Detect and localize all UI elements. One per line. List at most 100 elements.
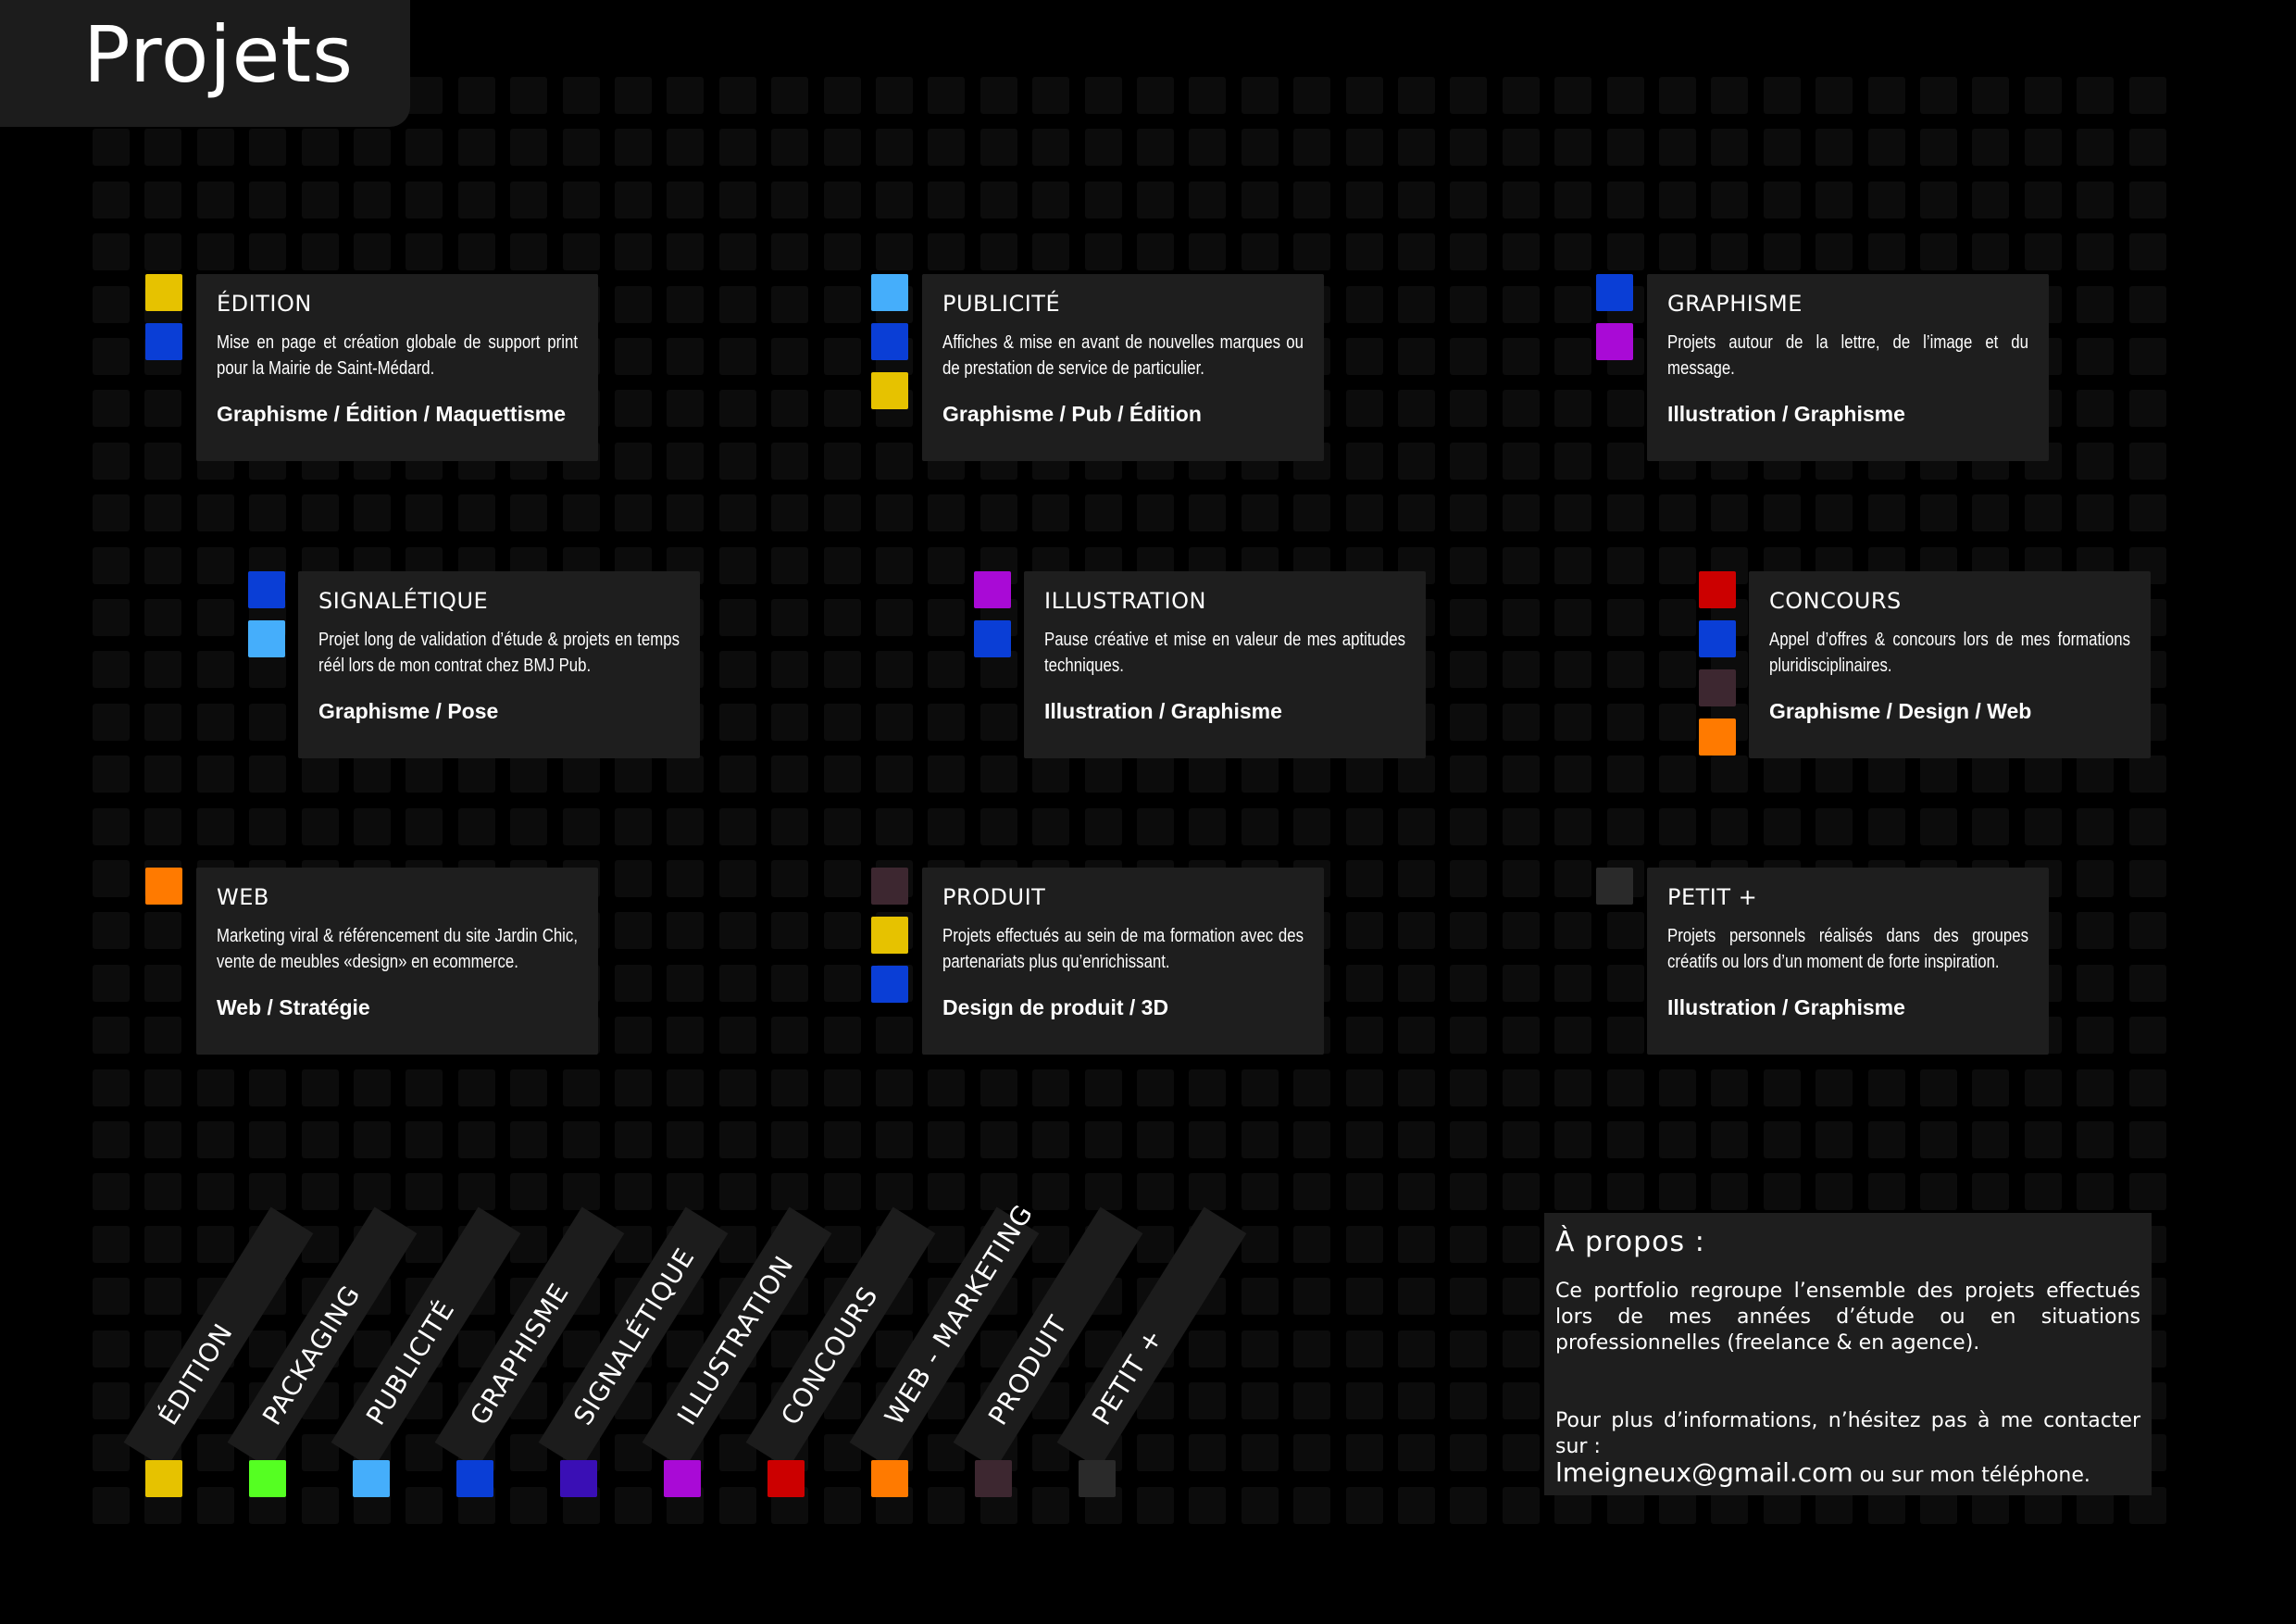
grid-cell bbox=[1450, 1278, 1488, 1316]
grid-cell bbox=[615, 285, 652, 323]
grid-cell bbox=[771, 181, 809, 219]
grid-cell bbox=[1606, 1017, 1644, 1055]
grid-cell bbox=[1398, 233, 1435, 271]
category-swatch bbox=[1596, 323, 1633, 360]
grid-cell bbox=[1241, 129, 1279, 167]
grid-cell bbox=[144, 1068, 182, 1106]
grid-cell bbox=[1920, 807, 1957, 845]
grid-cell bbox=[457, 756, 495, 793]
grid-cell bbox=[1345, 1486, 1383, 1524]
project-card-publicite[interactable]: PUBLICITÉ Affiches & mise en avant de nou… bbox=[922, 274, 1324, 461]
project-card-illustration[interactable]: ILLUSTRATION Pause créative et mise en va… bbox=[1024, 571, 1426, 758]
grid-cell bbox=[2128, 181, 2166, 219]
grid-cell bbox=[249, 181, 287, 219]
category-swatch bbox=[1699, 669, 1736, 706]
grid-cell bbox=[1293, 756, 1331, 793]
grid-cell bbox=[301, 1486, 339, 1524]
grid-cell bbox=[2077, 390, 2115, 428]
grid-cell bbox=[1554, 1121, 1592, 1158]
grid-cell bbox=[1502, 181, 1540, 219]
grid-cell bbox=[196, 546, 234, 584]
grid-cell bbox=[928, 651, 966, 689]
category-swatch bbox=[871, 868, 908, 905]
grid-cell bbox=[1293, 1486, 1331, 1524]
grid-cell bbox=[1606, 1068, 1644, 1106]
grid-cell bbox=[667, 442, 705, 480]
grid-cell bbox=[1920, 1121, 1957, 1158]
project-card-title: ÉDITION bbox=[217, 291, 312, 317]
project-card-concours[interactable]: CONCOURS Appel d’offres & concours lors d… bbox=[1749, 571, 2151, 758]
grid-cell bbox=[144, 129, 182, 167]
grid-cell bbox=[1241, 1225, 1279, 1263]
project-card-produit[interactable]: PRODUIT Projets effectués au sein de ma f… bbox=[922, 868, 1324, 1055]
grid-cell bbox=[718, 77, 756, 114]
grid-cell bbox=[771, 964, 809, 1002]
grid-cell bbox=[196, 129, 234, 167]
grid-cell bbox=[562, 1121, 600, 1158]
project-card-signaletique[interactable]: SIGNALÉTIQUE Projet long de validation d’… bbox=[298, 571, 700, 758]
grid-cell bbox=[1293, 181, 1331, 219]
grid-cell bbox=[667, 860, 705, 897]
grid-cell bbox=[301, 1173, 339, 1211]
grid-cell bbox=[457, 494, 495, 532]
category-swatch bbox=[1699, 718, 1736, 756]
grid-cell bbox=[93, 1173, 130, 1211]
grid-cell bbox=[1502, 1121, 1540, 1158]
category-swatch bbox=[248, 620, 285, 657]
grid-cell bbox=[823, 181, 861, 219]
grid-cell bbox=[771, 599, 809, 636]
grid-cell bbox=[1972, 494, 2010, 532]
grid-cell bbox=[718, 129, 756, 167]
grid-cell bbox=[1450, 1486, 1488, 1524]
grid-cell bbox=[1032, 77, 1070, 114]
grid-cell bbox=[1084, 807, 1122, 845]
grid-cell bbox=[1032, 1225, 1070, 1263]
grid-cell bbox=[771, 233, 809, 271]
grid-cell bbox=[2077, 181, 2115, 219]
grid-cell bbox=[562, 1068, 600, 1106]
grid-cell bbox=[2024, 756, 2062, 793]
grid-cell bbox=[1606, 233, 1644, 271]
contact-email-link[interactable]: lmeigneux@gmail.com bbox=[1555, 1457, 1853, 1488]
grid-cell bbox=[1450, 390, 1488, 428]
grid-cell bbox=[928, 494, 966, 532]
grid-cell bbox=[823, 285, 861, 323]
grid-cell bbox=[667, 1121, 705, 1158]
grid-cell bbox=[1241, 1121, 1279, 1158]
grid-cell bbox=[718, 807, 756, 845]
grid-cell bbox=[93, 546, 130, 584]
grid-cell bbox=[1763, 181, 1801, 219]
grid-cell bbox=[144, 1017, 182, 1055]
grid-cell bbox=[144, 546, 182, 584]
project-card-graphisme[interactable]: GRAPHISME Projets autour de la lettre, de… bbox=[1647, 274, 2049, 461]
project-card-web[interactable]: WEB Marketing viral & référencement du si… bbox=[196, 868, 598, 1055]
grid-cell bbox=[718, 1486, 756, 1524]
grid-cell bbox=[510, 807, 548, 845]
grid-cell bbox=[1867, 181, 1905, 219]
project-card-edition[interactable]: ÉDITION Mise en page et création globale … bbox=[196, 274, 598, 461]
grid-cell bbox=[876, 1017, 913, 1055]
grid-cell bbox=[406, 1121, 443, 1158]
grid-cell bbox=[1398, 1017, 1435, 1055]
grid-cell bbox=[1554, 442, 1592, 480]
grid-cell bbox=[823, 756, 861, 793]
grid-cell bbox=[1345, 860, 1383, 897]
grid-cell bbox=[1920, 77, 1957, 114]
grid-cell bbox=[144, 1278, 182, 1316]
grid-cell bbox=[2077, 860, 2115, 897]
grid-cell bbox=[1816, 181, 1853, 219]
grid-cell bbox=[2128, 494, 2166, 532]
about-title: À propos : bbox=[1555, 1226, 1705, 1258]
grid-cell bbox=[1972, 1121, 2010, 1158]
grid-cell bbox=[301, 181, 339, 219]
grid-cell bbox=[771, 860, 809, 897]
grid-cell bbox=[144, 703, 182, 741]
grid-cell bbox=[1241, 1278, 1279, 1316]
grid-cell bbox=[2128, 129, 2166, 167]
grid-cell bbox=[1241, 233, 1279, 271]
grid-cell bbox=[1189, 1434, 1227, 1472]
grid-cell bbox=[876, 181, 913, 219]
project-card-petit[interactable]: PETIT + Projets personnels réalisés dans … bbox=[1647, 868, 2049, 1055]
grid-cell bbox=[718, 390, 756, 428]
grid-cell bbox=[1450, 1225, 1488, 1263]
